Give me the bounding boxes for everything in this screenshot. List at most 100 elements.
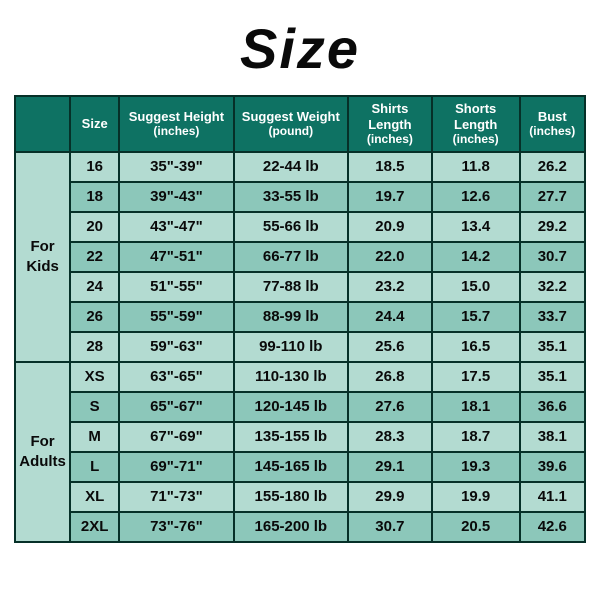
group-label: ForKids	[15, 152, 70, 362]
cell-bust: 30.7	[520, 242, 585, 272]
cell-size: M	[70, 422, 119, 452]
cell-size: S	[70, 392, 119, 422]
cell-bust: 39.6	[520, 452, 585, 482]
table-row: 1839"-43"33-55 lb19.712.627.7	[15, 182, 585, 212]
cell-shirts: 29.9	[348, 482, 432, 512]
cell-size: 18	[70, 182, 119, 212]
cell-size: 20	[70, 212, 119, 242]
table-row: M67"-69"135-155 lb28.318.738.1	[15, 422, 585, 452]
cell-shirts: 27.6	[348, 392, 432, 422]
cell-weight: 55-66 lb	[234, 212, 348, 242]
cell-size: 16	[70, 152, 119, 182]
table-row: 2859"-63"99-110 lb25.616.535.1	[15, 332, 585, 362]
table-row: 2043"-47"55-66 lb20.913.429.2	[15, 212, 585, 242]
table-row: ForKids1635"-39"22-44 lb18.511.826.2	[15, 152, 585, 182]
cell-shirts: 18.5	[348, 152, 432, 182]
col-shirts: Shirts Length(inches)	[348, 96, 432, 152]
cell-shirts: 20.9	[348, 212, 432, 242]
cell-weight: 155-180 lb	[234, 482, 348, 512]
cell-weight: 99-110 lb	[234, 332, 348, 362]
col-weight: Suggest Weight(pound)	[234, 96, 348, 152]
col-bust: Bust(inches)	[520, 96, 585, 152]
col-height: Suggest Height(inches)	[119, 96, 233, 152]
table-row: 2247"-51"66-77 lb22.014.230.7	[15, 242, 585, 272]
cell-shorts: 20.5	[432, 512, 520, 542]
cell-shorts: 15.7	[432, 302, 520, 332]
cell-shorts: 19.3	[432, 452, 520, 482]
cell-weight: 145-165 lb	[234, 452, 348, 482]
cell-bust: 26.2	[520, 152, 585, 182]
cell-height: 63"-65"	[119, 362, 233, 392]
cell-height: 35"-39"	[119, 152, 233, 182]
table-row: XL71"-73"155-180 lb29.919.941.1	[15, 482, 585, 512]
cell-size: XL	[70, 482, 119, 512]
cell-height: 55"-59"	[119, 302, 233, 332]
cell-shorts: 12.6	[432, 182, 520, 212]
cell-weight: 22-44 lb	[234, 152, 348, 182]
table-row: 2451"-55"77-88 lb23.215.032.2	[15, 272, 585, 302]
cell-height: 69"-71"	[119, 452, 233, 482]
cell-weight: 66-77 lb	[234, 242, 348, 272]
table-row: 2655"-59"88-99 lb24.415.733.7	[15, 302, 585, 332]
cell-height: 51"-55"	[119, 272, 233, 302]
size-chart-container: Size Size Suggest Height(inches) Suggest…	[0, 0, 600, 600]
cell-shirts: 30.7	[348, 512, 432, 542]
page-title: Size	[14, 16, 586, 81]
cell-size: L	[70, 452, 119, 482]
cell-size: 24	[70, 272, 119, 302]
cell-shorts: 11.8	[432, 152, 520, 182]
cell-bust: 32.2	[520, 272, 585, 302]
cell-shirts: 28.3	[348, 422, 432, 452]
cell-height: 43"-47"	[119, 212, 233, 242]
cell-shirts: 23.2	[348, 272, 432, 302]
cell-bust: 27.7	[520, 182, 585, 212]
cell-size: XS	[70, 362, 119, 392]
cell-shirts: 22.0	[348, 242, 432, 272]
cell-bust: 42.6	[520, 512, 585, 542]
cell-height: 65"-67"	[119, 392, 233, 422]
table-row: L69"-71"145-165 lb29.119.339.6	[15, 452, 585, 482]
col-group	[15, 96, 70, 152]
col-shorts: Shorts Length(inches)	[432, 96, 520, 152]
cell-bust: 33.7	[520, 302, 585, 332]
cell-height: 71"-73"	[119, 482, 233, 512]
cell-shorts: 14.2	[432, 242, 520, 272]
cell-bust: 36.6	[520, 392, 585, 422]
cell-shorts: 15.0	[432, 272, 520, 302]
cell-bust: 29.2	[520, 212, 585, 242]
cell-shorts: 18.7	[432, 422, 520, 452]
cell-shorts: 13.4	[432, 212, 520, 242]
cell-shorts: 18.1	[432, 392, 520, 422]
cell-height: 47"-51"	[119, 242, 233, 272]
cell-shirts: 29.1	[348, 452, 432, 482]
cell-size: 22	[70, 242, 119, 272]
table-row: ForAdultsXS63"-65"110-130 lb26.817.535.1	[15, 362, 585, 392]
table-row: 2XL73"-76"165-200 lb30.720.542.6	[15, 512, 585, 542]
cell-bust: 35.1	[520, 332, 585, 362]
cell-shirts: 19.7	[348, 182, 432, 212]
cell-height: 59"-63"	[119, 332, 233, 362]
cell-weight: 77-88 lb	[234, 272, 348, 302]
cell-height: 39"-43"	[119, 182, 233, 212]
cell-size: 26	[70, 302, 119, 332]
header-row: Size Suggest Height(inches) Suggest Weig…	[15, 96, 585, 152]
cell-weight: 110-130 lb	[234, 362, 348, 392]
cell-weight: 135-155 lb	[234, 422, 348, 452]
cell-weight: 120-145 lb	[234, 392, 348, 422]
group-label: ForAdults	[15, 362, 70, 542]
cell-shirts: 25.6	[348, 332, 432, 362]
cell-size: 2XL	[70, 512, 119, 542]
cell-shirts: 26.8	[348, 362, 432, 392]
cell-shorts: 19.9	[432, 482, 520, 512]
cell-height: 73"-76"	[119, 512, 233, 542]
cell-shirts: 24.4	[348, 302, 432, 332]
col-size: Size	[70, 96, 119, 152]
cell-height: 67"-69"	[119, 422, 233, 452]
cell-size: 28	[70, 332, 119, 362]
cell-shorts: 17.5	[432, 362, 520, 392]
cell-weight: 165-200 lb	[234, 512, 348, 542]
cell-bust: 38.1	[520, 422, 585, 452]
cell-weight: 88-99 lb	[234, 302, 348, 332]
table-row: S65"-67"120-145 lb27.618.136.6	[15, 392, 585, 422]
cell-weight: 33-55 lb	[234, 182, 348, 212]
